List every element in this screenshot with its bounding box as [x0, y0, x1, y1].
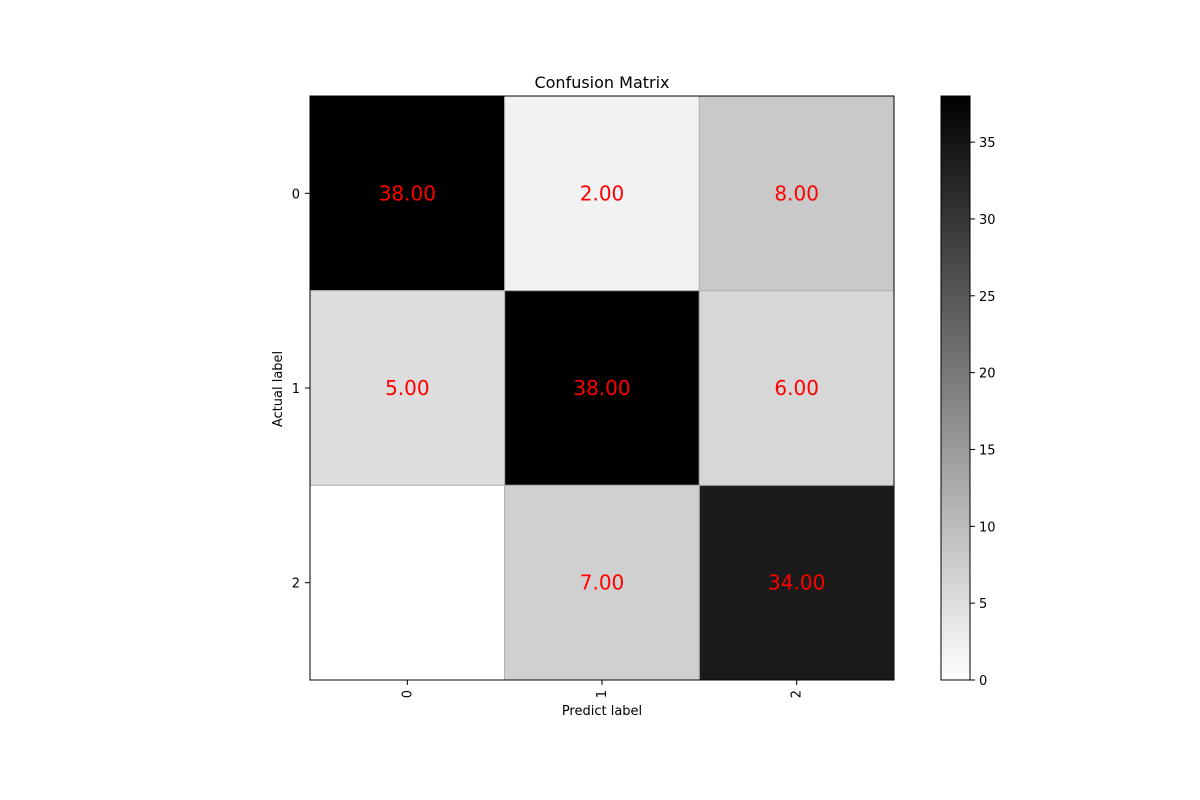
heatmap-cell: [504, 95, 700, 292]
colorbar-tick-label: 30: [979, 213, 996, 228]
y-axis-ticks: 0 1 2: [292, 187, 310, 592]
chart-title: Confusion Matrix: [534, 73, 669, 92]
cell-value-label: 38.00: [379, 181, 436, 205]
colorbar-tick-label: 35: [979, 136, 996, 151]
y-tick-label: 2: [292, 577, 300, 592]
cell-value-label: 2.00: [580, 181, 625, 205]
x-axis-label: Predict label: [562, 704, 642, 719]
colorbar: 0 5 10 15 20 25 30 35: [940, 95, 996, 689]
y-tick-label: 1: [292, 382, 300, 397]
x-axis-ticks: 0 1 2: [400, 680, 805, 698]
colorbar-tick-label: 5: [979, 597, 987, 612]
colorbar-tick-label: 0: [979, 674, 987, 689]
heatmap-cell: [504, 484, 700, 681]
heatmap-plot-area: 38.00 2.00 8.00 5.00 38.00 6.00 7.00 34.00: [309, 95, 895, 681]
colorbar-bar: [940, 95, 971, 681]
x-tick-label: 1: [595, 690, 610, 698]
x-tick-label: 0: [400, 690, 415, 698]
y-axis-label: Actual label: [271, 351, 286, 427]
cell-value-label: 6.00: [774, 376, 819, 400]
heatmap-cell: [698, 290, 895, 486]
cell-value-label: 5.00: [385, 376, 430, 400]
colorbar-tick-label: 15: [979, 443, 996, 458]
colorbar-tick-label: 10: [979, 520, 996, 535]
y-tick-label: 0: [292, 187, 300, 202]
heatmap-cell: [309, 95, 506, 292]
heatmap-cell: [504, 290, 700, 486]
x-tick-label: 2: [790, 690, 805, 698]
heatmap-cell: [309, 484, 506, 681]
colorbar-tick-label: 20: [979, 367, 996, 382]
cell-value-label: 38.00: [573, 376, 630, 400]
cell-value-label: 8.00: [774, 181, 819, 205]
cell-value-label: 7.00: [580, 571, 625, 595]
colorbar-tick-label: 25: [979, 290, 996, 305]
heatmap-cell: [698, 484, 895, 681]
heatmap-cell: [309, 290, 506, 486]
cell-value-label: 34.00: [768, 571, 825, 595]
